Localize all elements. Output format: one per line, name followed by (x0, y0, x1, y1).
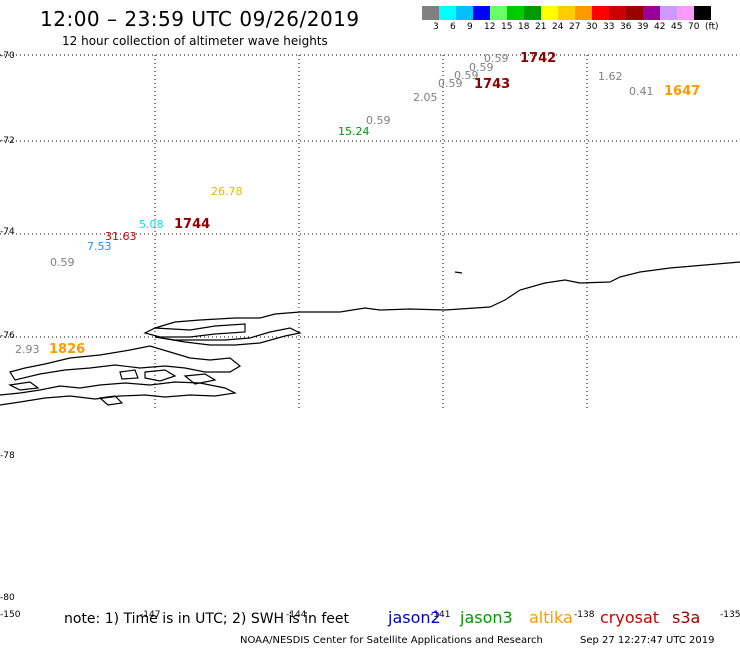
latitude-label: -70 (0, 51, 15, 61)
generation-timestamp: Sep 27 12:27:47 UTC 2019 (580, 635, 715, 646)
coast-segment (119, 369, 139, 380)
scale-label: (ft) (705, 22, 719, 32)
latitude-labels: -70 -72 -74 -76 -78 -80 (0, 51, 15, 603)
scale-label: 15 (501, 22, 513, 32)
latitude-label: -80 (0, 593, 15, 603)
wave-height-label: 0.59 (484, 52, 509, 65)
ice-shelf-edge (154, 261, 740, 329)
coastline (0, 261, 740, 406)
wave-height-label: 2.05 (413, 91, 438, 104)
wave-height-label: 0.59 (454, 69, 479, 82)
longitude-labels: -150 -147 -144 -141 -138 -135 (0, 610, 740, 620)
scale-swatch (456, 6, 473, 20)
satellite-legend-item: altika (529, 608, 573, 627)
scale-label: 27 (569, 22, 581, 32)
scale-swatch (507, 6, 524, 20)
pass-time-label: 1744 (174, 217, 210, 232)
footer-note: note: 1) Time is in UTC; 2) SWH is in fe… (64, 611, 350, 627)
scale-label: 36 (620, 22, 632, 32)
scale-swatch (575, 6, 592, 20)
wave-height-label: 2.93 (15, 343, 40, 356)
scale-label: 33 (603, 22, 615, 32)
wave-height-label: 31.63 (105, 230, 137, 243)
scale-swatch (592, 6, 609, 20)
pass-time-label: 1647 (664, 84, 700, 99)
scale-swatch (677, 6, 694, 20)
scale-swatch (422, 6, 439, 20)
scale-swatch (439, 6, 456, 20)
satellite-legend-item: s3a (672, 608, 701, 627)
scale-swatch (541, 6, 558, 20)
scale-swatch (524, 6, 541, 20)
coast-segment (144, 369, 177, 382)
scale-label: 9 (467, 22, 473, 32)
scale-label: 42 (654, 22, 666, 32)
graticule (0, 54, 740, 408)
pass-time-label: 1826 (49, 342, 85, 357)
scale-swatch (626, 6, 643, 20)
scale-swatch (643, 6, 660, 20)
map-title: 12:00 – 23:59 UTC 09/26/2019 (40, 7, 360, 31)
scale-swatch (609, 6, 626, 20)
scale-label: 12 (484, 22, 496, 32)
pass-time-label: 1742 (520, 51, 556, 66)
coast-segment (0, 381, 237, 406)
coast-segment (9, 345, 242, 381)
longitude-label: -144 (286, 610, 307, 620)
wave-height-label: 0.59 (469, 61, 494, 74)
coast-segment (454, 271, 463, 274)
scale-label: 30 (586, 22, 598, 32)
satellite-legend-item: jason2 (388, 608, 441, 627)
coast-segment (8, 381, 40, 391)
scale-swatch (694, 6, 711, 20)
scale-swatch (490, 6, 507, 20)
coast-segment (154, 327, 302, 346)
longitude-label: -138 (574, 610, 595, 620)
wave-height-label: 15.24 (338, 125, 370, 138)
coast-segment (143, 323, 246, 338)
wave-height-label: 1.62 (598, 70, 623, 83)
coast-segment (98, 395, 124, 406)
longitude-label: -141 (430, 610, 450, 620)
scale-label: 24 (552, 22, 564, 32)
longitude-label: -150 (0, 610, 21, 620)
scale-label: 3 (433, 22, 439, 32)
coast-segment (183, 373, 217, 385)
color-scale-bar (422, 6, 711, 20)
latitude-label: -78 (0, 451, 15, 461)
scale-label: 18 (518, 22, 530, 32)
longitude-label: -147 (140, 610, 160, 620)
scale-label: 6 (450, 22, 456, 32)
wave-height-label: 0.59 (438, 77, 463, 90)
wave-height-label: 0.41 (629, 85, 654, 98)
wave-height-label: 7.53 (87, 240, 112, 253)
scale-swatch (660, 6, 677, 20)
scale-label: 70 (688, 22, 700, 32)
credit-line: NOAA/NESDIS Center for Satellite Applica… (240, 635, 543, 646)
scale-label: 39 (637, 22, 649, 32)
scale-label: 21 (535, 22, 547, 32)
longitude-label: -135 (720, 610, 740, 620)
scale-label: 45 (671, 22, 683, 32)
wave-height-label: 0.59 (366, 114, 391, 127)
latitude-label: -72 (0, 136, 15, 146)
scale-swatch (473, 6, 490, 20)
pass-time-label: 1743 (474, 77, 510, 92)
scale-swatch (558, 6, 575, 20)
latitude-label: -76 (0, 331, 15, 341)
wave-height-label: 26.78 (211, 185, 243, 198)
color-scale-labels: 3 6 9 12 15 18 21 24 27 30 33 36 39 42 45 70 (ft) (422, 22, 740, 34)
latitude-label: -74 (0, 227, 15, 237)
map-subtitle: 12 hour collection of altimeter wave hei… (62, 34, 328, 48)
satellite-legend-item: cryosat (600, 608, 660, 627)
wave-height-label: 5.08 (139, 218, 164, 231)
satellite-legend-item: jason3 (460, 608, 513, 627)
wave-height-label: 0.59 (50, 256, 75, 269)
